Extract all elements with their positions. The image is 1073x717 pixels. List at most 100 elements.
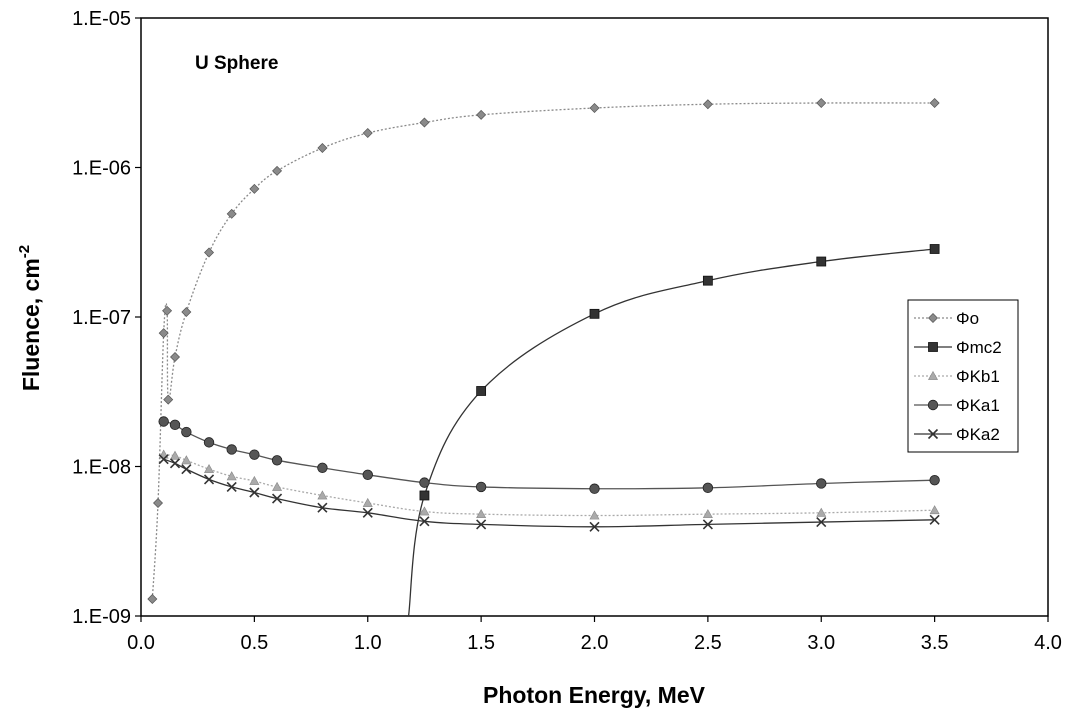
- data-point: [476, 109, 487, 120]
- legend-label: Φo: [956, 309, 979, 328]
- legend-item: ΦKa2: [914, 425, 1000, 444]
- legend-label: ΦKa2: [956, 425, 1000, 444]
- x-axis-title: Photon Energy, MeV: [483, 682, 706, 708]
- data-point: [249, 449, 260, 460]
- data-point: [317, 502, 328, 513]
- series-3: [158, 449, 940, 520]
- data-point: [147, 593, 158, 604]
- data-point: [589, 308, 600, 319]
- data-point: [816, 256, 827, 267]
- data-point-stroke: [362, 507, 373, 518]
- data-point-stroke: [927, 428, 939, 440]
- data-point: [181, 426, 192, 438]
- data-point-stroke: [249, 487, 260, 498]
- legend-swatch-marker: [928, 313, 938, 323]
- data-point-stroke: [181, 464, 192, 475]
- y-axis: 1.E-09 1.E-08 1.E-07 1.E-06 1.E-05: [72, 8, 141, 628]
- data-point: [271, 493, 283, 504]
- data-point: [181, 455, 192, 465]
- legend-item: ΦKb1: [914, 367, 1000, 386]
- data-point: [476, 519, 487, 530]
- data-point: [181, 464, 192, 475]
- data-point: [476, 386, 487, 396]
- data-point-stroke: [203, 474, 215, 485]
- series-1: [147, 98, 940, 604]
- chart-annotation: U Sphere: [195, 53, 278, 74]
- data-point: [589, 103, 600, 114]
- legend-item: ΦKa1: [914, 396, 1000, 415]
- data-point: [203, 437, 215, 448]
- data-point-stroke: [226, 481, 237, 492]
- x-tick-label: 2.0: [581, 632, 609, 654]
- data-point: [702, 275, 713, 286]
- x-tick-label: 4.0: [1034, 632, 1062, 654]
- data-point: [589, 483, 600, 494]
- data-point-stroke: [169, 458, 181, 469]
- data-point: [589, 510, 600, 520]
- data-point: [170, 450, 181, 460]
- legend-label: Φmc2: [956, 338, 1002, 357]
- data-point: [816, 478, 827, 489]
- data-point: [929, 474, 940, 486]
- legend-swatch-marker: [927, 428, 939, 440]
- data-point: [589, 521, 600, 532]
- legend-swatch-marker: [927, 370, 939, 380]
- series-line: [163, 454, 935, 517]
- x-tick-label: 1.0: [354, 632, 382, 654]
- legend-label: ΦKb1: [956, 367, 1000, 386]
- data-point: [226, 208, 237, 219]
- legend-swatch-marker: [928, 342, 938, 352]
- data-point-stroke: [589, 521, 600, 532]
- data-point: [272, 165, 283, 176]
- data-point: [169, 419, 181, 431]
- data-point: [204, 464, 215, 474]
- data-point: [226, 471, 237, 481]
- y-tick-label: 1.E-08: [72, 457, 131, 479]
- data-point: [702, 482, 714, 494]
- data-point: [702, 519, 713, 530]
- legend-item: Φmc2: [914, 338, 1002, 357]
- data-point-stroke: [702, 519, 713, 530]
- data-point: [929, 98, 940, 109]
- data-point: [249, 487, 260, 498]
- x-tick-label: 1.5: [467, 632, 495, 654]
- data-point: [419, 477, 430, 488]
- data-point: [475, 481, 487, 493]
- data-point: [816, 98, 827, 109]
- data-point-stroke: [476, 519, 487, 530]
- data-point-stroke: [816, 516, 827, 528]
- data-point: [929, 505, 940, 515]
- data-point: [158, 416, 169, 427]
- x-tick-label: 0.0: [127, 632, 155, 654]
- data-point: [419, 490, 430, 501]
- data-point-stroke: [929, 514, 940, 525]
- data-point: [419, 506, 430, 516]
- x-tick-label: 2.5: [694, 632, 722, 654]
- data-point: [249, 183, 260, 194]
- data-point: [158, 328, 169, 339]
- data-point: [816, 507, 827, 517]
- data-point: [272, 481, 283, 491]
- data-point: [162, 305, 173, 316]
- series-line: [151, 102, 935, 600]
- data-point: [158, 454, 169, 465]
- series-4: [158, 416, 940, 494]
- data-point: [271, 455, 283, 466]
- data-point-stroke: [317, 502, 328, 513]
- legend-swatch-marker: [927, 399, 939, 411]
- data-point: [203, 474, 215, 485]
- y-tick-label: 1.E-05: [72, 8, 131, 30]
- data-point: [226, 481, 237, 492]
- data-point: [929, 514, 940, 525]
- data-point: [169, 458, 181, 469]
- y-axis-title-superscript: -2: [16, 245, 33, 258]
- data-point: [702, 509, 713, 519]
- data-point: [249, 475, 260, 485]
- legend-box: [907, 299, 1019, 453]
- y-tick-label: 1.E-06: [72, 158, 131, 180]
- y-tick-label: 1.E-09: [72, 606, 131, 628]
- data-point: [153, 498, 164, 508]
- data-point: [362, 469, 373, 480]
